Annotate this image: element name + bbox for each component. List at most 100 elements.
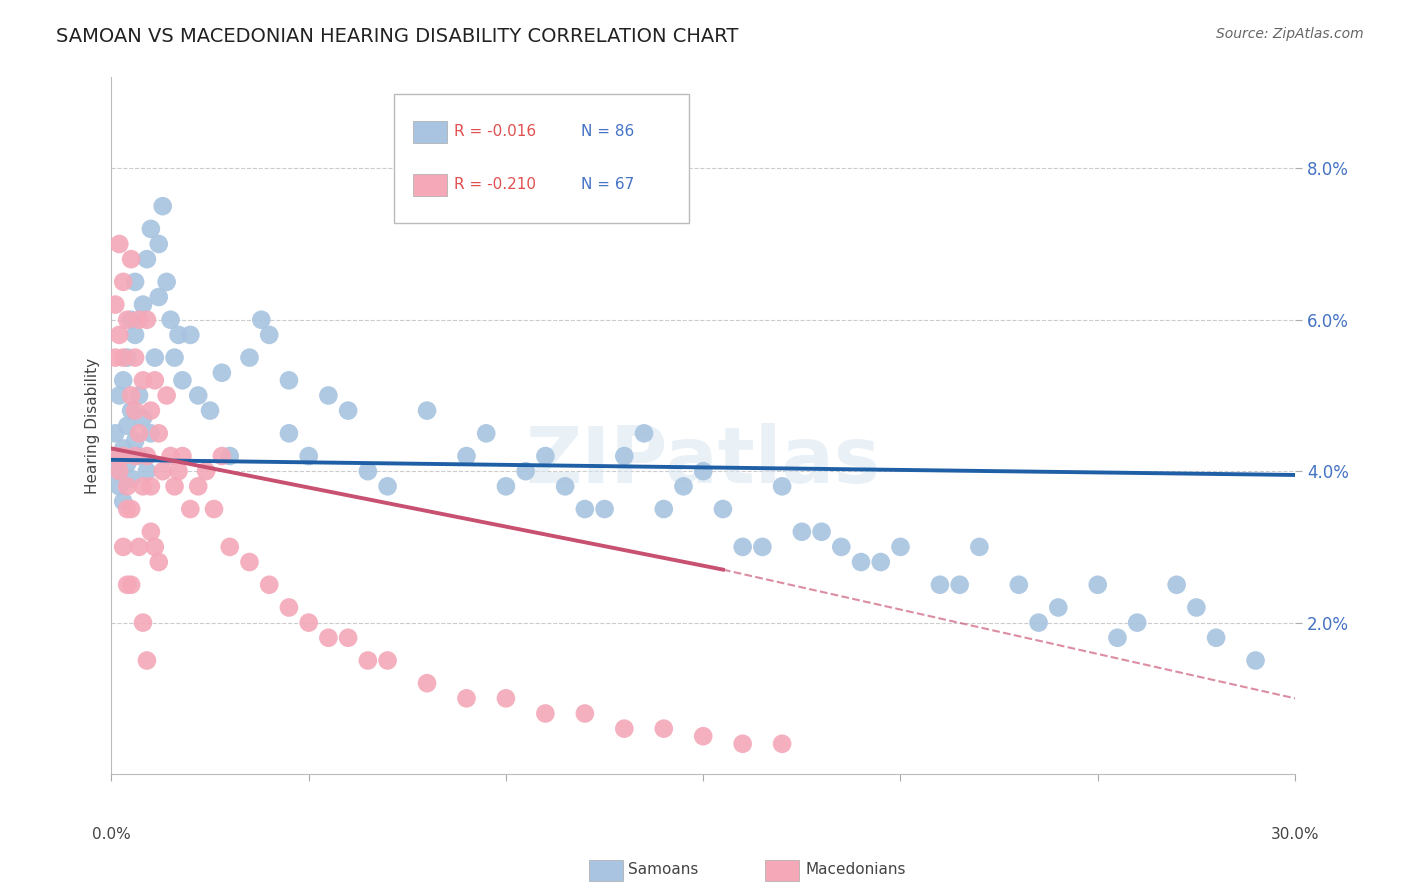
Point bbox=[377, 479, 399, 493]
Point bbox=[132, 373, 155, 387]
Point bbox=[731, 540, 754, 554]
Point bbox=[120, 312, 142, 326]
Point bbox=[115, 479, 138, 493]
Text: 30.0%: 30.0% bbox=[1271, 827, 1319, 842]
Point bbox=[613, 449, 636, 463]
Text: ZIPatlas: ZIPatlas bbox=[526, 423, 880, 499]
Point bbox=[613, 722, 636, 736]
Point bbox=[198, 403, 221, 417]
Point bbox=[104, 351, 127, 365]
Point bbox=[128, 426, 150, 441]
Point bbox=[163, 351, 186, 365]
Text: N = 86: N = 86 bbox=[581, 124, 634, 139]
Point bbox=[179, 502, 201, 516]
Point bbox=[115, 457, 138, 471]
Point bbox=[132, 615, 155, 630]
Point bbox=[108, 449, 131, 463]
Point bbox=[672, 479, 695, 493]
Point bbox=[135, 464, 157, 478]
Point bbox=[574, 502, 596, 516]
Point bbox=[1166, 578, 1188, 592]
Point bbox=[159, 312, 181, 326]
Point bbox=[128, 388, 150, 402]
Point bbox=[889, 540, 911, 554]
Point bbox=[770, 479, 793, 493]
Point bbox=[257, 578, 280, 592]
Point bbox=[692, 729, 714, 743]
Point bbox=[152, 199, 174, 213]
Point bbox=[104, 464, 127, 478]
Point bbox=[172, 449, 194, 463]
Point bbox=[139, 524, 162, 539]
Text: 0.0%: 0.0% bbox=[91, 827, 131, 842]
Point bbox=[148, 290, 170, 304]
Point bbox=[574, 706, 596, 721]
Text: R = -0.016: R = -0.016 bbox=[454, 124, 536, 139]
Point bbox=[250, 312, 273, 326]
Point bbox=[357, 464, 380, 478]
Point bbox=[120, 578, 142, 592]
Point bbox=[139, 403, 162, 417]
Point bbox=[115, 418, 138, 433]
Point bbox=[143, 373, 166, 387]
Point bbox=[124, 351, 146, 365]
Point bbox=[495, 479, 517, 493]
Point bbox=[218, 449, 240, 463]
Point bbox=[278, 373, 301, 387]
Y-axis label: Hearing Disability: Hearing Disability bbox=[86, 358, 100, 494]
Point bbox=[1087, 578, 1109, 592]
Point bbox=[112, 373, 135, 387]
Point bbox=[187, 479, 209, 493]
Point bbox=[115, 502, 138, 516]
Point bbox=[120, 388, 142, 402]
Point bbox=[135, 252, 157, 267]
Point bbox=[652, 502, 675, 516]
Point bbox=[278, 600, 301, 615]
Point bbox=[534, 706, 557, 721]
Point bbox=[124, 449, 146, 463]
Point bbox=[124, 275, 146, 289]
Point bbox=[108, 464, 131, 478]
Point bbox=[298, 615, 321, 630]
Point bbox=[731, 737, 754, 751]
Point bbox=[143, 540, 166, 554]
Point bbox=[135, 653, 157, 667]
Point bbox=[257, 327, 280, 342]
Point bbox=[751, 540, 773, 554]
Point bbox=[132, 411, 155, 425]
Point bbox=[172, 373, 194, 387]
Point bbox=[534, 449, 557, 463]
Point bbox=[167, 327, 190, 342]
Point bbox=[849, 555, 872, 569]
Point bbox=[711, 502, 734, 516]
Point bbox=[120, 252, 142, 267]
Text: SAMOAN VS MACEDONIAN HEARING DISABILITY CORRELATION CHART: SAMOAN VS MACEDONIAN HEARING DISABILITY … bbox=[56, 27, 738, 45]
Point bbox=[337, 403, 360, 417]
Point bbox=[1008, 578, 1031, 592]
Point bbox=[152, 464, 174, 478]
Point bbox=[416, 403, 439, 417]
Point bbox=[132, 297, 155, 311]
Point bbox=[456, 449, 478, 463]
Point bbox=[810, 524, 832, 539]
Point bbox=[377, 653, 399, 667]
Point bbox=[120, 472, 142, 486]
Point bbox=[593, 502, 616, 516]
Point bbox=[1107, 631, 1129, 645]
Point bbox=[128, 449, 150, 463]
Point bbox=[1244, 653, 1267, 667]
Point bbox=[278, 426, 301, 441]
Point bbox=[652, 722, 675, 736]
Point bbox=[156, 388, 179, 402]
Point bbox=[156, 275, 179, 289]
Point bbox=[969, 540, 991, 554]
Point bbox=[159, 449, 181, 463]
Point bbox=[318, 388, 340, 402]
Point bbox=[416, 676, 439, 690]
Text: Samoans: Samoans bbox=[628, 863, 699, 877]
Point bbox=[633, 426, 655, 441]
Point bbox=[167, 464, 190, 478]
Point bbox=[108, 479, 131, 493]
Point bbox=[124, 327, 146, 342]
Point bbox=[929, 578, 952, 592]
